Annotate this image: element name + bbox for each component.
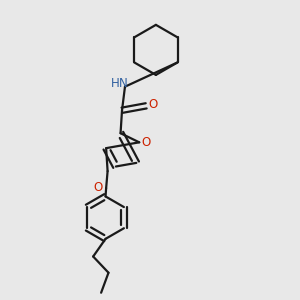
Text: O: O	[142, 136, 151, 149]
Text: H: H	[111, 77, 120, 90]
Text: N: N	[119, 77, 128, 90]
Text: O: O	[148, 98, 157, 111]
Text: O: O	[94, 181, 103, 194]
